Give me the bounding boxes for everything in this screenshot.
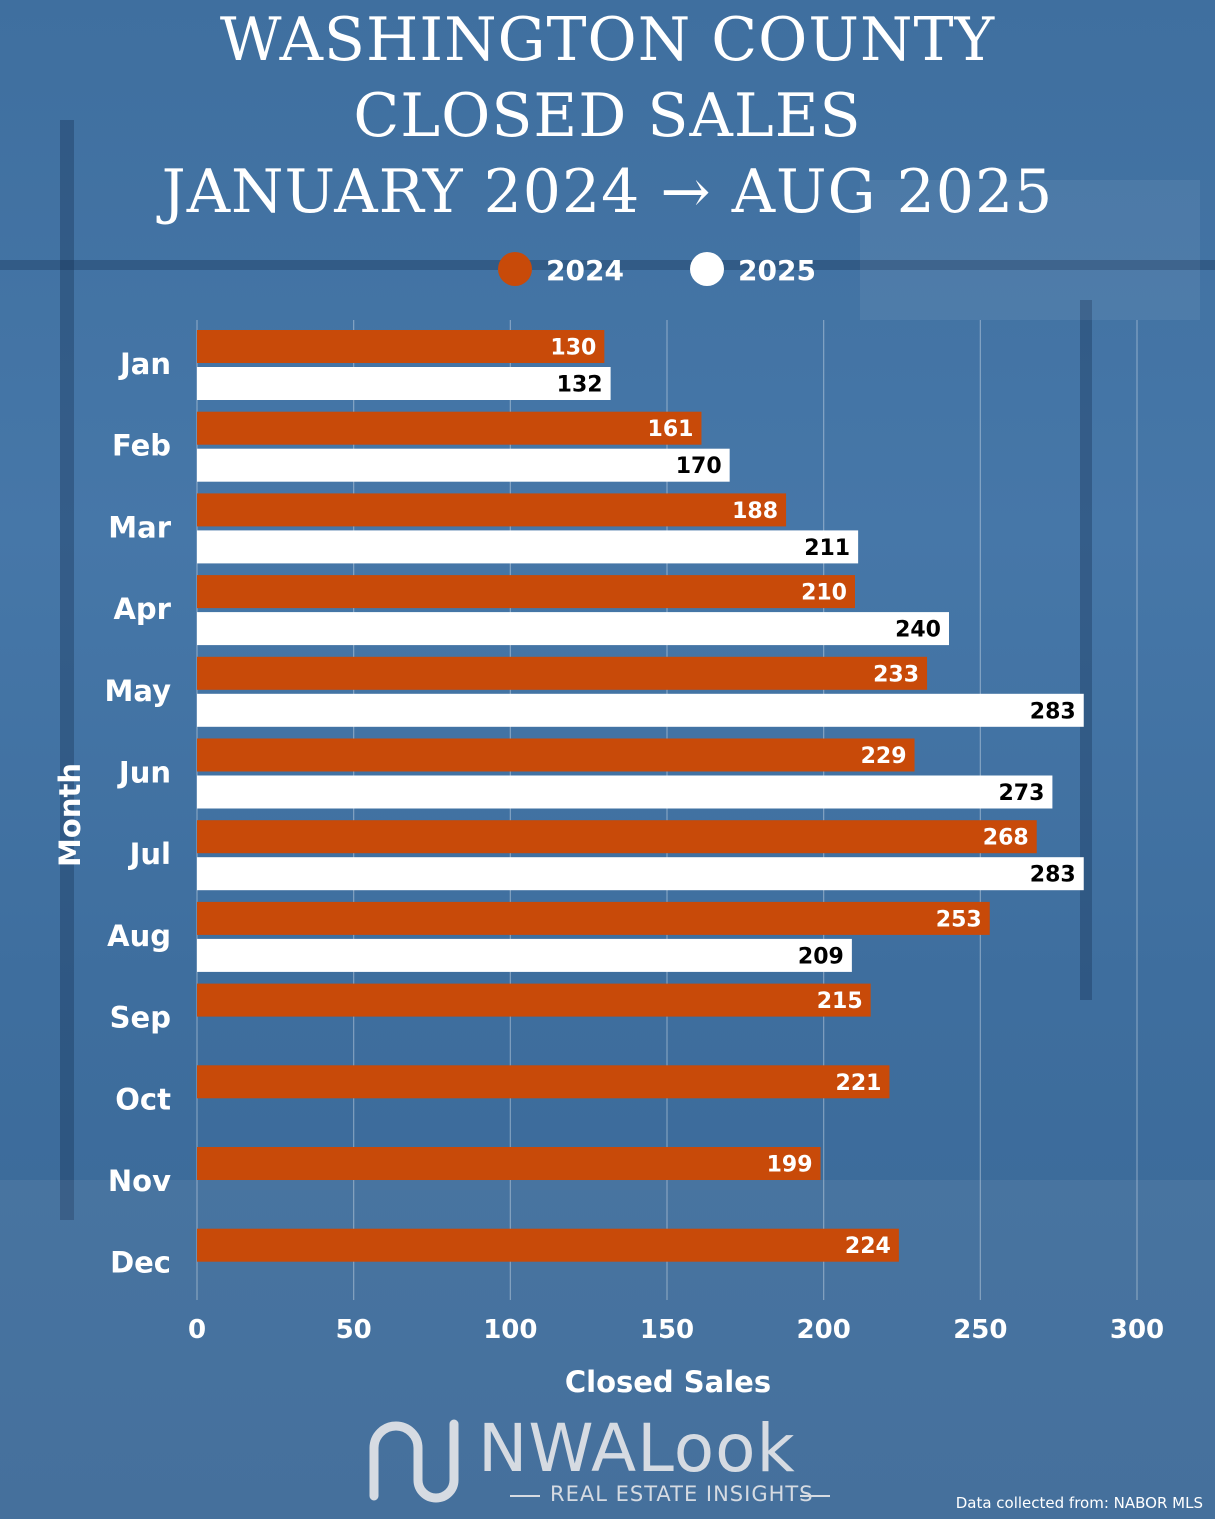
bar-2025-jan — [197, 367, 611, 400]
data-label-2025-apr: 240 — [895, 618, 941, 643]
y-tick-label-apr: Apr — [113, 592, 171, 626]
x-axis-ticks: 0 50 100 150 200 250 300 — [188, 1315, 1164, 1345]
title-line-3: JANUARY 2024 → AUG 2025 — [161, 157, 1054, 227]
y-tick-label-nov: Nov — [108, 1164, 171, 1198]
x-axis-title: Closed Sales — [565, 1365, 771, 1399]
bar-2024-sep — [197, 983, 871, 1017]
y-tick-label-dec: Dec — [110, 1246, 171, 1280]
data-label-2025-mar: 211 — [804, 536, 850, 561]
bar-2025-mar — [197, 530, 859, 564]
data-label-2024-oct: 221 — [836, 1071, 882, 1096]
data-label-2024-feb: 161 — [648, 417, 694, 442]
x-tick-label: 250 — [953, 1315, 1007, 1345]
legend-dot-2025 — [690, 252, 724, 286]
bars: 1301321611701882112102402332832292732682… — [197, 330, 1084, 1262]
data-label-2025-may: 283 — [1030, 699, 1076, 724]
x-tick-label: 200 — [797, 1315, 851, 1345]
window-mullion-decor — [60, 120, 74, 1220]
x-tick-label: 300 — [1110, 1315, 1164, 1345]
bar-2024-may — [197, 656, 928, 690]
bar-2025-aug — [197, 938, 852, 972]
data-label-2025-aug: 209 — [798, 944, 844, 969]
data-label-2024-jul: 268 — [983, 826, 1029, 851]
y-tick-label-jul: Jul — [128, 837, 171, 871]
bar-2024-jul — [197, 820, 1037, 854]
window-pane-decor — [860, 180, 1200, 320]
window-beam-decor — [0, 260, 1215, 270]
bar-2024-feb — [197, 411, 702, 445]
title-line-2: CLOSED SALES — [353, 81, 862, 151]
data-label-2024-mar: 188 — [732, 499, 778, 524]
x-tick-label: 0 — [188, 1315, 206, 1345]
bar-2025-apr — [197, 612, 949, 646]
title-line-1: WASHINGTON COUNTY — [219, 5, 996, 75]
bar-2024-apr — [197, 575, 855, 609]
bar-2025-jun — [197, 775, 1053, 809]
y-tick-label-feb: Feb — [112, 429, 171, 463]
y-tick-label-aug: Aug — [107, 919, 171, 953]
data-label-2024-dec: 224 — [845, 1234, 891, 1259]
tagline-rule-right — [800, 1495, 830, 1497]
y-tick-label-mar: Mar — [108, 510, 171, 544]
data-label-2024-sep: 215 — [817, 989, 863, 1014]
logo: NWALook REAL ESTATE INSIGHTS — [360, 1410, 860, 1510]
bar-2025-jul — [197, 857, 1084, 891]
logo-wordmark: NWALook — [478, 1410, 796, 1487]
source-note: Data collected from: NABOR MLS — [955, 1494, 1203, 1512]
legend-label-2025: 2025 — [738, 254, 816, 287]
x-tick-label: 150 — [640, 1315, 694, 1345]
nwalook-logo-icon — [369, 1419, 459, 1503]
data-label-2024-jun: 229 — [861, 744, 907, 769]
y-axis-title: Month — [53, 763, 87, 867]
gridlines — [196, 320, 1138, 1300]
data-label-2024-may: 233 — [873, 662, 919, 687]
data-label-2025-jul: 283 — [1030, 863, 1076, 888]
bar-2024-mar — [197, 493, 787, 527]
bar-2025-may — [197, 693, 1084, 727]
data-label-2024-nov: 199 — [767, 1153, 813, 1178]
legend: 2024 2025 — [0, 250, 1215, 290]
data-label-2024-jan: 130 — [550, 336, 596, 361]
bar-2024-nov — [197, 1147, 821, 1180]
data-label-2024-apr: 210 — [801, 581, 847, 606]
bar-2024-jan — [197, 330, 605, 363]
x-tick-label: 50 — [336, 1315, 372, 1345]
data-label-2025-jan: 132 — [557, 373, 603, 398]
bar-2024-jun — [197, 738, 915, 772]
legend-label-2024: 2024 — [546, 254, 624, 287]
window-mullion-decor — [1080, 300, 1092, 1000]
logo-tagline: REAL ESTATE INSIGHTS — [550, 1482, 814, 1506]
y-axis-labels: Jan Feb Mar Apr May Jun Jul Aug Sep Oct Nov Dec — [105, 347, 172, 1280]
data-label-2025-feb: 170 — [676, 454, 722, 479]
data-label-2025-jun: 273 — [998, 781, 1044, 806]
y-tick-label-jun: Jun — [117, 756, 171, 790]
y-tick-label-may: May — [105, 674, 172, 708]
tagline-rule-left — [510, 1495, 540, 1497]
legend-dot-2024 — [498, 252, 532, 286]
bar-2024-dec — [197, 1228, 899, 1262]
y-tick-label-oct: Oct — [115, 1082, 171, 1116]
bar-2025-feb — [197, 448, 730, 482]
chart-title: WASHINGTON COUNTY CLOSED SALES JANUARY 2… — [0, 2, 1215, 230]
y-tick-label-jan: Jan — [118, 347, 171, 381]
data-label-2024-aug: 253 — [936, 907, 982, 932]
x-tick-label: 100 — [483, 1315, 537, 1345]
bar-2024-aug — [197, 901, 990, 935]
bar-2024-oct — [197, 1065, 890, 1099]
y-tick-label-sep: Sep — [110, 1001, 171, 1035]
